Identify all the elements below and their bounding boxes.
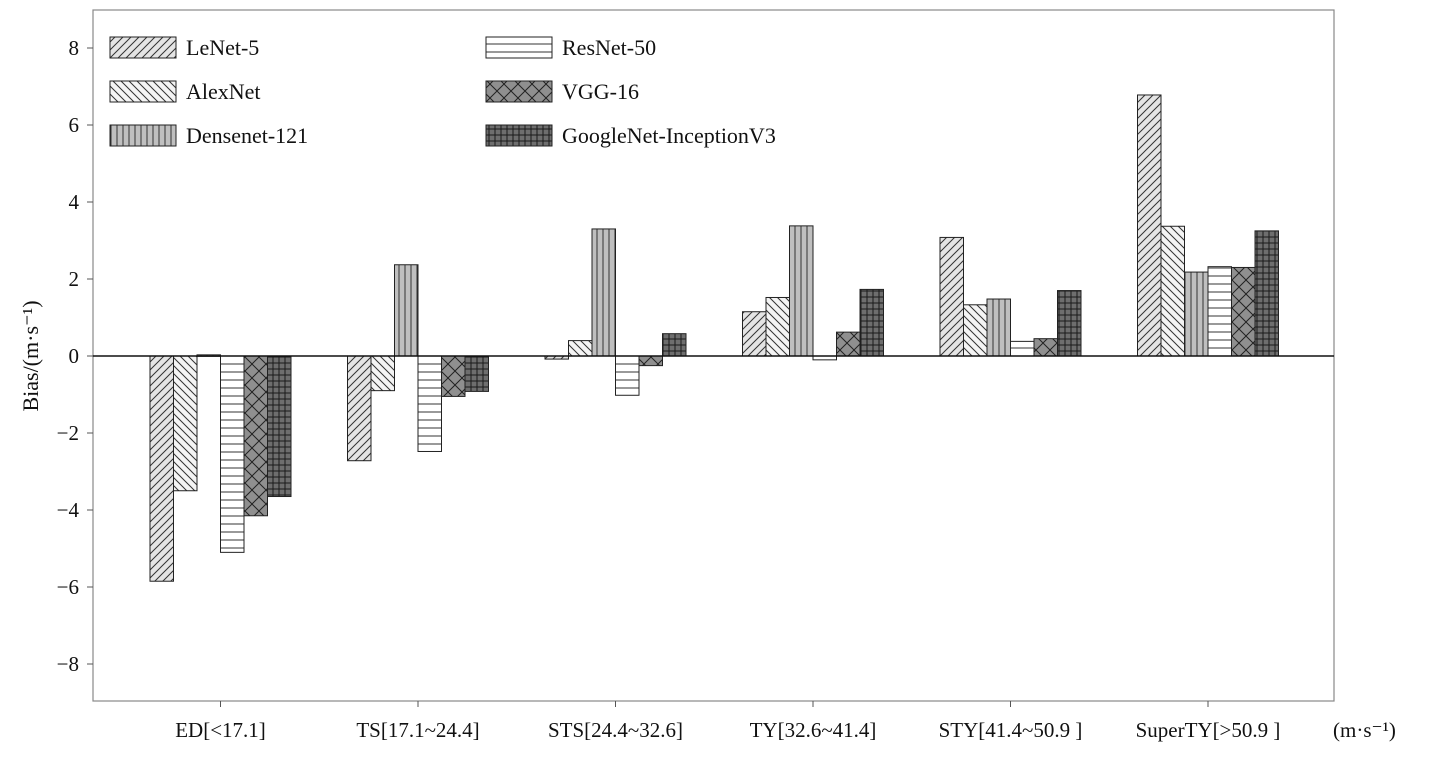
legend-swatch — [485, 80, 553, 103]
legend-label: ResNet-50 — [562, 35, 656, 60]
bar-alexnet-3 — [765, 296, 790, 357]
bar-lenet-5-4 — [939, 236, 964, 357]
bar-resnet-50-2 — [615, 355, 640, 396]
legend-label: GoogleNet-InceptionV3 — [562, 123, 776, 148]
bar-lenet-5-3 — [742, 311, 767, 357]
legend-swatch — [109, 80, 177, 103]
y-tick-label: 4 — [69, 190, 80, 214]
bar-googlenet-inceptionv3-2 — [662, 333, 687, 357]
bar-googlenet-inceptionv3-0 — [267, 355, 292, 498]
bar-densenet-121-5 — [1184, 271, 1209, 357]
y-axis-label: Bias/(m·s⁻¹) — [18, 300, 43, 411]
bar-vgg-16-3 — [836, 331, 861, 357]
y-tick-label: −2 — [57, 421, 79, 445]
x-axis: ED[<17.1] TS[17.1~24.4] STS[24.4~32.6] TY[3… — [175, 701, 1280, 742]
bar-vgg-16-4 — [1033, 338, 1058, 357]
x-axis-unit: (m·s⁻¹) — [1333, 718, 1396, 742]
x-tick-label: ED[<17.1] — [175, 718, 266, 742]
bar-googlenet-inceptionv3-4 — [1057, 290, 1082, 357]
bar-alexnet-5 — [1160, 225, 1185, 357]
bar-googlenet-inceptionv3-3 — [859, 288, 884, 357]
x-tick-label: STY[41.4~50.9 ] — [939, 718, 1083, 742]
legend-swatch — [485, 124, 553, 147]
legend-swatch — [109, 124, 177, 147]
legend-label: Densenet-121 — [186, 123, 308, 148]
bar-googlenet-inceptionv3-1 — [464, 355, 489, 392]
y-tick-label: −8 — [57, 652, 79, 676]
bar-resnet-50-4 — [1010, 340, 1035, 357]
x-tick-label: TS[17.1~24.4] — [356, 718, 479, 742]
bar-vgg-16-1 — [441, 355, 466, 397]
y-tick-label: −6 — [57, 575, 79, 599]
x-tick-label: TY[32.6~41.4] — [750, 718, 877, 742]
bar-lenet-5-0 — [149, 355, 174, 582]
y-tick-label: −4 — [57, 498, 80, 522]
x-tick-label: STS[24.4~32.6] — [548, 718, 683, 742]
bar-densenet-121-3 — [789, 225, 814, 357]
legend-label: VGG-16 — [562, 79, 639, 104]
legend-swatch — [485, 36, 553, 59]
y-tick-label: 8 — [69, 36, 80, 60]
x-tick-label: SuperTY[>50.9 ] — [1136, 718, 1281, 742]
bar-resnet-50-1 — [417, 355, 442, 452]
bar-alexnet-4 — [963, 304, 988, 357]
legend-label: AlexNet — [186, 79, 261, 104]
bar-alexnet-2 — [568, 340, 593, 357]
bar-resnet-50-0 — [220, 355, 245, 553]
bars — [149, 94, 1279, 582]
bar-densenet-121-1 — [394, 264, 419, 357]
legend-label: LeNet-5 — [186, 35, 259, 60]
bar-lenet-5-5 — [1137, 94, 1162, 357]
bar-densenet-121-4 — [986, 298, 1011, 357]
bar-alexnet-0 — [173, 355, 198, 492]
bar-googlenet-inceptionv3-5 — [1254, 230, 1279, 357]
bar-lenet-5-1 — [347, 355, 372, 462]
y-tick-label: 2 — [69, 267, 80, 291]
y-tick-label: 0 — [69, 344, 80, 368]
bar-vgg-16-0 — [243, 355, 268, 517]
legend-swatch — [109, 36, 177, 59]
y-tick-label: 6 — [69, 113, 80, 137]
bar-vgg-16-2 — [638, 355, 663, 367]
bar-vgg-16-5 — [1231, 266, 1256, 357]
bar-alexnet-1 — [370, 355, 395, 392]
bar-resnet-50-5 — [1207, 266, 1232, 357]
y-axis: 8 6 4 2 0 −2 −4 −6 −8 — [57, 36, 93, 676]
legend: LeNet-5 AlexNet Densenet-121 ResNet-50 VGG-1… — [109, 35, 776, 148]
bar-densenet-121-2 — [591, 228, 616, 357]
